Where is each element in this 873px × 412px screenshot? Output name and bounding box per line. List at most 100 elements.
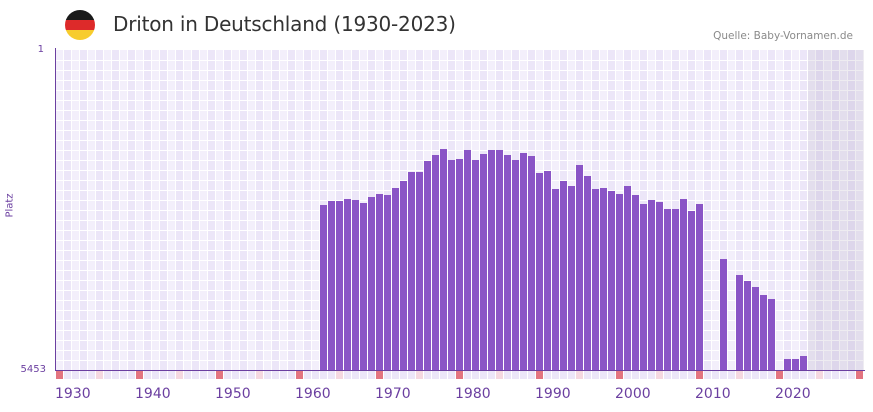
bar-1990[interactable]: [536, 173, 543, 370]
x-tick-2007: [672, 371, 679, 379]
source-link[interactable]: Quelle: Baby-Vornamen.de: [713, 30, 853, 42]
bar-1969[interactable]: [368, 197, 375, 370]
x-tick-2017: [752, 371, 759, 379]
x-tick-1976: [424, 371, 431, 379]
bar-1970[interactable]: [376, 193, 383, 370]
x-tick-1931: [64, 371, 71, 379]
bar-1975[interactable]: [416, 172, 423, 370]
bar-2017[interactable]: [752, 287, 759, 370]
grid-row-line: [56, 100, 864, 101]
x-tick-1954: [248, 371, 255, 379]
x-tick-2013: [720, 371, 727, 379]
bar-2010[interactable]: [696, 204, 703, 370]
x-tick-1989: [528, 371, 535, 379]
x-tick-2011: [704, 371, 711, 379]
bar-1977[interactable]: [432, 155, 439, 370]
bar-1968[interactable]: [360, 203, 367, 370]
x-tick-2029: [848, 371, 855, 379]
bar-1998[interactable]: [600, 188, 607, 370]
bar-2022[interactable]: [792, 359, 799, 370]
bar-1991[interactable]: [544, 171, 551, 370]
bar-1972[interactable]: [392, 188, 399, 370]
bar-1999[interactable]: [608, 190, 615, 370]
x-tick-1981: [464, 371, 471, 379]
bar-1982[interactable]: [472, 160, 479, 370]
bar-1965[interactable]: [336, 201, 343, 370]
bar-1983[interactable]: [480, 154, 487, 370]
plot-area: [56, 50, 864, 370]
x-tick-1984: [488, 371, 495, 379]
x-tick-2012: [712, 371, 719, 379]
x-tick-2015: [736, 371, 743, 379]
bar-1986[interactable]: [504, 155, 511, 370]
bar-2016[interactable]: [744, 281, 751, 370]
bar-2005[interactable]: [656, 202, 663, 370]
bar-1992[interactable]: [552, 189, 559, 370]
bar-2008[interactable]: [680, 199, 687, 370]
bar-2007[interactable]: [672, 209, 679, 370]
bar-1980[interactable]: [456, 159, 463, 370]
x-tick-1945: [176, 371, 183, 379]
bar-1981[interactable]: [464, 150, 471, 370]
bar-1988[interactable]: [520, 153, 527, 370]
bar-2018[interactable]: [760, 295, 767, 370]
bar-1995[interactable]: [576, 164, 583, 370]
bar-2015[interactable]: [736, 274, 743, 370]
x-tick-label: 1990: [535, 386, 571, 402]
bar-2021[interactable]: [784, 359, 791, 370]
x-tick-1969: [368, 371, 375, 379]
x-tick-label: 1980: [455, 386, 491, 402]
x-tick-2010: [696, 371, 703, 379]
bar-1973[interactable]: [400, 181, 407, 370]
x-tick-2009: [688, 371, 695, 379]
bar-2019[interactable]: [768, 298, 775, 370]
grid-row-line: [56, 90, 864, 91]
bar-1978[interactable]: [440, 149, 447, 370]
bar-2000[interactable]: [616, 193, 623, 370]
bar-1979[interactable]: [448, 160, 455, 370]
bar-1987[interactable]: [512, 160, 519, 370]
x-tick-1940: [136, 371, 143, 379]
x-tick-1944: [168, 371, 175, 379]
grid-row-line: [56, 120, 864, 121]
bar-1976[interactable]: [424, 161, 431, 370]
bar-2001[interactable]: [624, 186, 631, 370]
x-tick-1964: [328, 371, 335, 379]
bar-1994[interactable]: [568, 186, 575, 370]
bar-1966[interactable]: [344, 199, 351, 370]
bar-1989[interactable]: [528, 156, 535, 370]
x-tick-1948: [200, 371, 207, 379]
x-tick-1938: [120, 371, 127, 379]
bar-1996[interactable]: [584, 176, 591, 370]
bar-1964[interactable]: [328, 201, 335, 370]
bar-1985[interactable]: [496, 150, 503, 370]
x-tick-2016: [744, 371, 751, 379]
bar-1971[interactable]: [384, 194, 391, 370]
grid-row-line: [56, 130, 864, 131]
bar-2023[interactable]: [800, 356, 807, 370]
x-tick-1970: [376, 371, 383, 379]
bar-1974[interactable]: [408, 172, 415, 370]
bar-1993[interactable]: [560, 181, 567, 370]
bar-1984[interactable]: [488, 150, 495, 370]
flag-stripe-black: [65, 10, 95, 20]
x-tick-1930: [56, 371, 63, 379]
x-tick-label: 1930: [55, 386, 91, 402]
bar-1997[interactable]: [592, 189, 599, 370]
x-tick-label: 1940: [135, 386, 171, 402]
x-tick-1949: [208, 371, 215, 379]
x-tick-1933: [80, 371, 87, 379]
bar-1963[interactable]: [320, 205, 327, 370]
x-tick-2003: [640, 371, 647, 379]
bar-2009[interactable]: [688, 211, 695, 370]
bar-2004[interactable]: [648, 200, 655, 370]
x-tick-1942: [152, 371, 159, 379]
x-tick-1943: [160, 371, 167, 379]
x-tick-1934: [88, 371, 95, 379]
bar-1967[interactable]: [352, 200, 359, 370]
bar-2003[interactable]: [640, 204, 647, 370]
bar-2006[interactable]: [664, 209, 671, 370]
bar-2002[interactable]: [632, 194, 639, 370]
germany-flag-icon: [65, 10, 95, 40]
bar-2013[interactable]: [720, 259, 727, 370]
